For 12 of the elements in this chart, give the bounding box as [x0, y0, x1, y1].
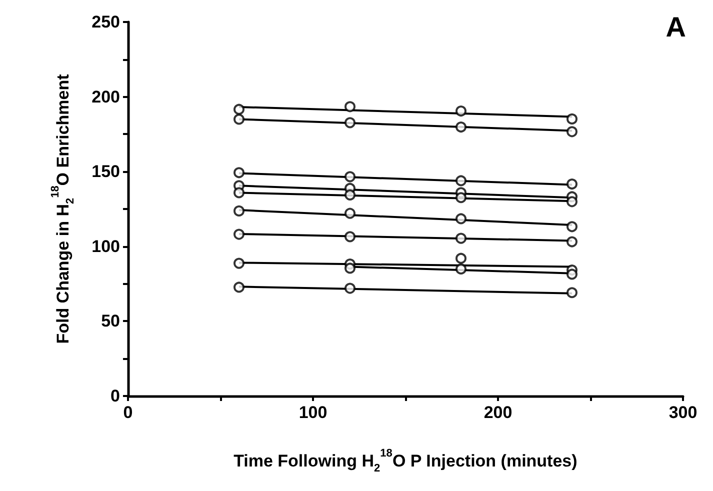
- y-tick-label: 100: [92, 236, 120, 256]
- y-tick-label: 0: [110, 386, 120, 406]
- x-tick-label: 0: [123, 403, 133, 422]
- y-tick-label: 50: [101, 312, 120, 331]
- y-tick-label: 250: [92, 12, 120, 32]
- chart-title: A: [666, 12, 686, 42]
- x-tick-label: 300: [668, 403, 698, 422]
- y-tick-label: 200: [92, 87, 120, 106]
- y-axis-title: Fold Change in H218O Enrichment: [50, 74, 76, 344]
- x-tick-label: 200: [484, 403, 512, 422]
- x-tick-label: 100: [298, 403, 328, 422]
- y-tick-label: 150: [92, 162, 120, 182]
